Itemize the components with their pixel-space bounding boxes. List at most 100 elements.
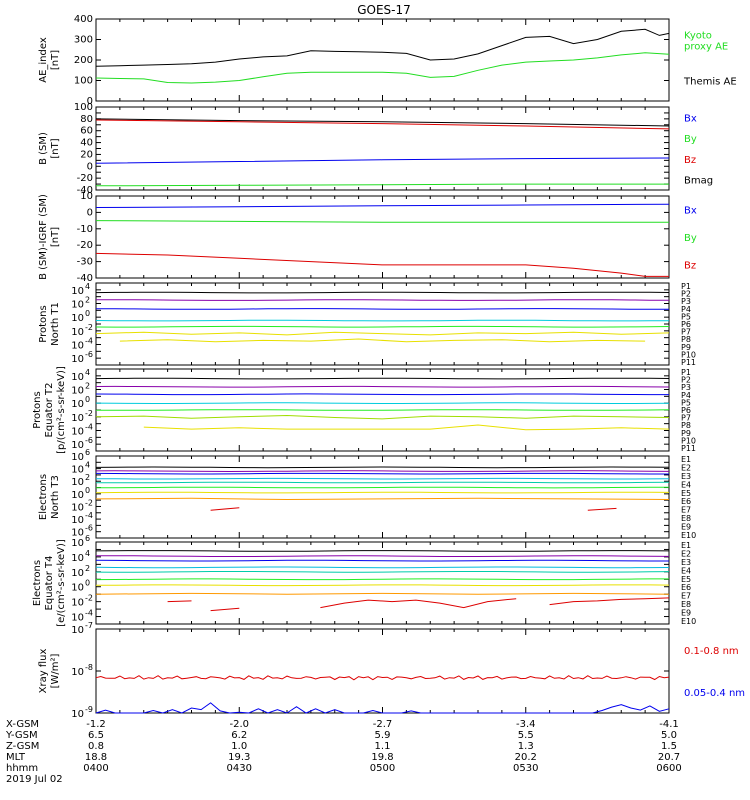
y-tick-exponent: -6 <box>85 524 93 533</box>
legend-e3: E3 <box>681 472 691 481</box>
y-tick-exponent: -6 <box>85 350 93 359</box>
y-tick-label: 10 <box>71 341 84 352</box>
legend-p1: P1 <box>681 282 691 291</box>
y-tick-label: -30 <box>77 257 93 268</box>
x-row-value: 1.5 <box>661 741 677 752</box>
legend-p5: P5 <box>681 398 691 407</box>
series-e9a <box>167 600 192 603</box>
legend-e2: E2 <box>681 549 691 558</box>
y-tick-label: 10 <box>71 327 84 338</box>
legend-p5: P5 <box>681 312 691 321</box>
series-0-1-0-8-nm <box>95 675 670 681</box>
x-row-value: 1.1 <box>375 741 391 752</box>
legend-p9: P9 <box>681 429 691 438</box>
legend-e8: E8 <box>681 600 691 609</box>
x-row-label: MLT <box>6 752 26 763</box>
y-tick-exponent: -4 <box>85 609 93 618</box>
x-row-value: -1.2 <box>86 719 106 730</box>
legend-e7: E7 <box>681 506 691 515</box>
legend-p7: P7 <box>681 328 691 337</box>
y-tick-label: 10 <box>71 528 84 539</box>
legend-p11: P11 <box>681 358 696 367</box>
y-tick-label: 10 <box>71 354 84 365</box>
legend-p4: P4 <box>681 391 691 400</box>
y-tick-label: 10 <box>71 465 84 476</box>
y-tick-label: 40 <box>80 138 93 149</box>
legend-kyoto: Kyoto <box>684 31 712 42</box>
legend-e2: E2 <box>681 463 691 472</box>
y-tick-label: 10 <box>71 502 84 513</box>
plot-frame <box>95 628 670 714</box>
legend-p11: P11 <box>681 444 696 453</box>
y-tick-exponent: 0 <box>85 309 90 318</box>
x-row-value: 20.7 <box>658 752 680 763</box>
y-tick-exponent: 2 <box>85 564 90 573</box>
y-tick-label: -20 <box>77 240 93 251</box>
series-p6 <box>96 409 670 411</box>
legend-bx: Bx <box>684 206 697 217</box>
y-tick-exponent: 0 <box>85 579 90 588</box>
y-axis-label: B (SM)-IGRF (SM) <box>38 194 49 280</box>
y-tick-label: 10 <box>71 477 84 488</box>
y-tick-label: 10 <box>71 300 84 311</box>
legend-bmag: Bmag <box>684 176 713 187</box>
x-row-label: Z-GSM <box>6 741 39 752</box>
series-p2 <box>95 385 670 388</box>
series-bz <box>95 252 669 277</box>
y-tick-label: -10 <box>77 224 93 235</box>
y-tick-label: 10 <box>71 553 84 564</box>
y-tick-label: 60 <box>80 126 93 137</box>
legend-e9: E9 <box>681 523 691 532</box>
x-row-value: 20.2 <box>515 752 537 763</box>
x-row-value: 0600 <box>656 763 681 774</box>
series-e3 <box>95 559 669 562</box>
series-kyoto-proxy-ae <box>95 52 670 84</box>
series-p3 <box>95 393 669 396</box>
y-tick-label: 10 <box>71 413 84 424</box>
y-tick-label: 10 <box>71 515 84 526</box>
y-axis-label: [nT] <box>50 138 61 158</box>
series-e7 <box>95 584 670 587</box>
legend-p2: P2 <box>681 376 691 385</box>
y-tick-exponent: 2 <box>85 382 90 391</box>
y-tick-exponent: 0 <box>85 395 90 404</box>
x-row-value: -3.4 <box>516 719 536 730</box>
series-bx <box>95 157 670 164</box>
series-by <box>95 183 669 187</box>
y-axis-label: Equator T2 <box>44 383 55 438</box>
y-tick-exponent: 6 <box>85 534 90 543</box>
y-tick-label: 10 <box>71 399 84 410</box>
x-row-value: 0430 <box>227 763 252 774</box>
y-tick-label: 10 <box>71 440 84 451</box>
date-label: 2019 Jul 02 <box>6 774 63 785</box>
legend-e6: E6 <box>681 583 691 592</box>
x-row-value: 1.0 <box>231 741 247 752</box>
series-e6 <box>96 486 670 489</box>
x-row-value: 0400 <box>83 763 108 774</box>
chart-title: GOES-17 <box>357 3 411 17</box>
legend-p6: P6 <box>681 406 691 415</box>
legend-e8: E8 <box>681 514 691 523</box>
legend-p6: P6 <box>681 320 691 329</box>
legend-p3: P3 <box>681 383 691 392</box>
legend-bz: Bz <box>684 155 696 166</box>
y-axis-label: Protons <box>38 305 49 342</box>
legend-p10: P10 <box>681 350 696 359</box>
series-p1 <box>95 291 670 294</box>
x-row-value: 6.5 <box>88 730 104 741</box>
y-tick-exponent: 4 <box>85 282 90 291</box>
plot-frame <box>95 541 670 625</box>
y-axis-label: [W/m²] <box>50 653 61 688</box>
y-tick-label: -40 <box>77 185 93 196</box>
y-tick-exponent: 4 <box>85 368 90 377</box>
y-axis-label: Protons <box>32 391 43 428</box>
x-row-label: Y-GSM <box>5 730 38 741</box>
series-e9b <box>210 607 240 612</box>
y-tick-label: 20 <box>80 149 93 160</box>
y-tick-exponent: -4 <box>85 337 93 346</box>
legend-p3: P3 <box>681 297 691 306</box>
